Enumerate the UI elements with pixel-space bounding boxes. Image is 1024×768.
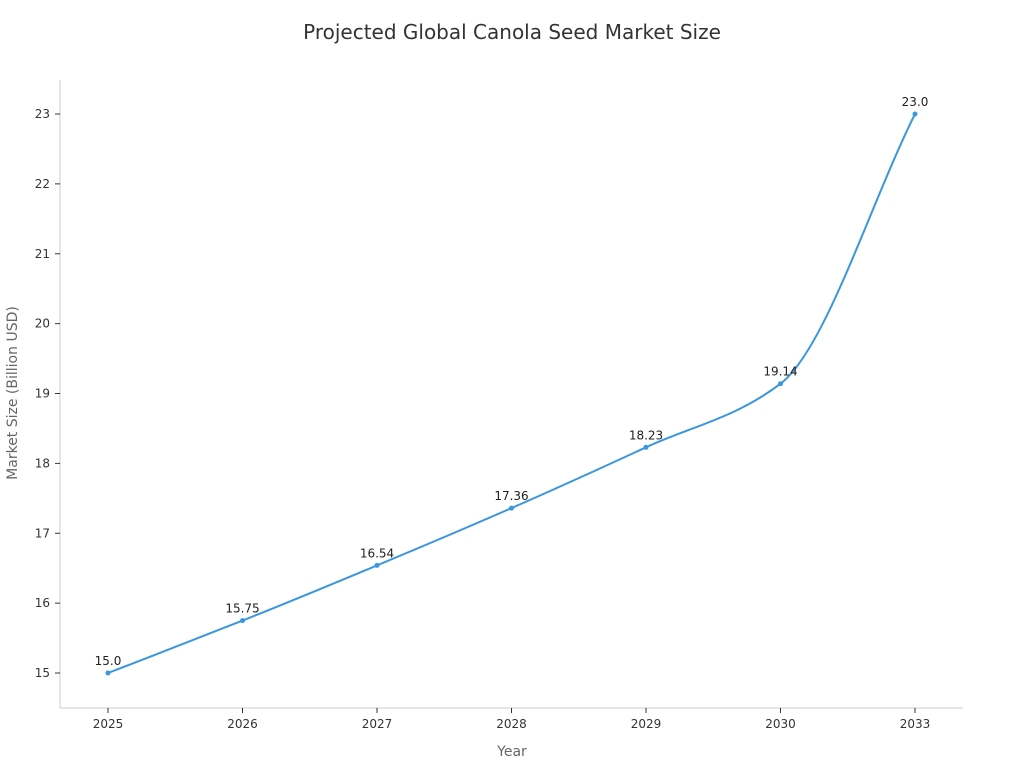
x-tick-label: 2025 — [93, 717, 124, 731]
data-label: 16.54 — [360, 546, 394, 560]
x-tick-label: 2026 — [227, 717, 258, 731]
x-axis-title: Year — [496, 744, 527, 760]
chart-title: Projected Global Canola Seed Market Size — [303, 20, 721, 44]
series-line — [107, 113, 916, 674]
y-axis-title: Market Size (Billion USD) — [5, 306, 21, 480]
data-point — [105, 670, 111, 676]
y-tick-label: 15 — [35, 666, 50, 680]
data-label: 19.14 — [763, 365, 797, 379]
data-point — [509, 505, 514, 511]
data-label: 15.0 — [95, 654, 122, 668]
x-tick-label: 2030 — [765, 717, 796, 731]
data-point — [778, 381, 783, 387]
y-tick-label: 18 — [35, 456, 50, 470]
y-tick-label: 19 — [35, 387, 50, 401]
y-tick-label: 21 — [35, 247, 50, 261]
data-point — [912, 111, 918, 117]
data-point — [374, 562, 380, 568]
y-tick-label: 17 — [35, 526, 50, 540]
data-point — [643, 444, 649, 450]
y-ticks: 15 16 17 18 19 20 21 22 23 — [35, 107, 60, 680]
data-points — [105, 111, 918, 676]
data-label: 15.75 — [225, 602, 259, 616]
data-label: 23.0 — [902, 95, 929, 109]
y-tick-label: 23 — [35, 107, 50, 121]
x-tick-label: 2027 — [362, 717, 393, 731]
x-tick-label: 2029 — [631, 717, 662, 731]
data-point — [240, 618, 245, 624]
data-labels: 15.0 15.75 16.54 17.36 18.23 19.14 23.0 — [95, 95, 929, 668]
data-label: 17.36 — [494, 489, 528, 503]
x-tick-label: 2028 — [496, 717, 527, 731]
data-label: 18.23 — [629, 428, 663, 442]
x-ticks: 2025 2026 2027 2028 2029 2030 2033 — [93, 708, 931, 731]
x-tick-label: 2033 — [900, 717, 931, 731]
axes — [59, 80, 963, 709]
y-tick-label: 22 — [35, 177, 50, 191]
y-tick-label: 16 — [35, 596, 50, 610]
y-tick-label: 20 — [35, 317, 50, 331]
